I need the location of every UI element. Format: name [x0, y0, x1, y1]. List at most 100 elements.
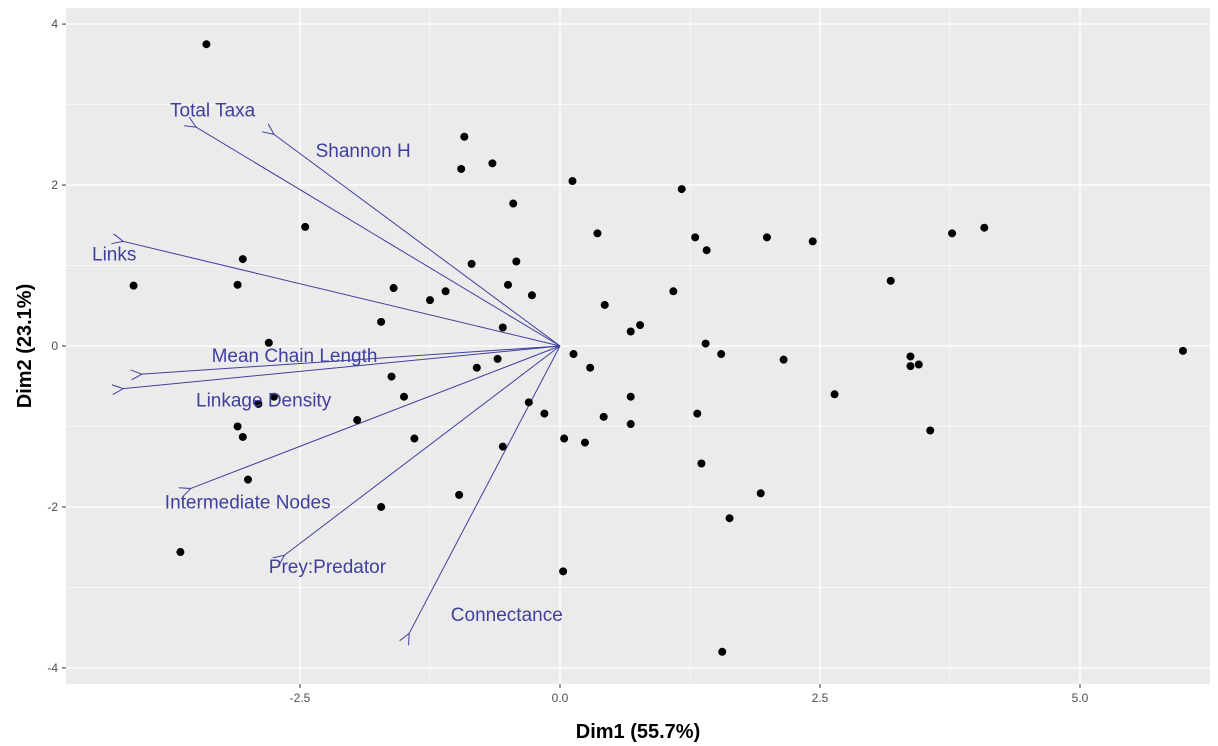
data-point [233, 280, 242, 289]
variable-label: Prey:Predator [269, 557, 387, 578]
variable-arrows [123, 127, 561, 633]
data-point [626, 420, 635, 429]
y-tick-label: 4 [51, 17, 58, 31]
data-point [540, 409, 549, 418]
data-point [504, 280, 512, 289]
data-point [756, 489, 765, 498]
data-point [559, 567, 568, 576]
data-point [264, 338, 273, 347]
y-tick-label: 0 [51, 339, 58, 353]
data-point [512, 257, 521, 266]
data-point [600, 300, 609, 309]
data-point [527, 291, 536, 300]
data-point [830, 390, 839, 399]
data-point [725, 514, 734, 523]
data-point [467, 259, 476, 268]
data-points [129, 40, 1187, 656]
y-axis-title: Dim2 (23.1%) [14, 284, 36, 409]
data-point [426, 296, 434, 305]
variable-arrow [284, 345, 561, 555]
variable-label: Mean Chain Length [212, 346, 378, 367]
data-point [455, 490, 464, 499]
data-point [560, 434, 569, 443]
variable-arrow [196, 127, 561, 347]
variable-arrow [409, 345, 561, 633]
data-point [498, 323, 507, 332]
grid-lines [66, 8, 1210, 684]
data-point [244, 475, 252, 484]
data-point [593, 229, 602, 238]
variable-label: Links [92, 245, 136, 266]
variable-arrow [123, 345, 561, 389]
data-point [669, 287, 678, 296]
variable-label: Intermediate Nodes [165, 493, 331, 514]
variable-label: Connectance [451, 605, 563, 626]
data-point [626, 392, 635, 401]
data-point [377, 317, 386, 326]
data-point [400, 392, 408, 401]
data-point [691, 233, 700, 242]
data-point [176, 548, 185, 557]
variable-arrow [123, 241, 561, 347]
data-point [387, 372, 396, 381]
data-point [410, 434, 419, 443]
variable-labels: Total Taxa Shannon H Links Mean Chain Lengt… [92, 101, 563, 627]
data-point [568, 177, 577, 186]
data-point [886, 276, 895, 285]
data-point [238, 255, 247, 264]
x-tick-label: 2.5 [812, 691, 829, 705]
data-point [914, 360, 923, 369]
y-tick-label: -4 [47, 661, 58, 675]
data-point [202, 40, 211, 49]
data-point [693, 409, 702, 418]
x-tick-label: -2.5 [290, 691, 311, 705]
data-point [129, 281, 138, 290]
data-point [509, 199, 518, 208]
data-point [808, 237, 817, 246]
variable-label: Linkage Density [196, 390, 332, 411]
data-point [980, 223, 989, 232]
data-point [441, 287, 450, 296]
data-point [377, 502, 386, 511]
x-tick-label: 5.0 [1072, 691, 1089, 705]
data-point [701, 339, 710, 348]
data-point [460, 132, 469, 141]
x-axis-title: Dim1 (55.7%) [576, 721, 701, 743]
variable-arrow [142, 345, 561, 374]
data-point [677, 185, 686, 194]
data-point [762, 233, 771, 242]
data-point [599, 412, 608, 421]
data-point [493, 354, 502, 363]
data-point [779, 355, 788, 364]
data-point [353, 416, 362, 425]
data-point [718, 647, 727, 656]
data-point [697, 459, 706, 468]
data-point [524, 398, 533, 407]
x-tick-label: 0.0 [552, 691, 569, 705]
y-tick-label: 2 [51, 178, 58, 192]
data-point [586, 363, 595, 372]
data-point [906, 352, 915, 361]
data-point [580, 438, 589, 447]
variable-arrow [274, 134, 561, 347]
data-point [498, 442, 507, 451]
data-point [926, 426, 935, 435]
data-point [472, 363, 481, 372]
data-point [488, 159, 497, 168]
data-point [233, 422, 242, 431]
y-tick-label: -2 [47, 500, 58, 514]
data-point [301, 222, 310, 231]
data-point [457, 164, 466, 173]
data-point [717, 350, 726, 359]
variable-label: Total Taxa [170, 101, 256, 122]
data-point [270, 392, 278, 401]
data-point [254, 399, 263, 408]
variable-label: Shannon H [316, 141, 411, 162]
data-point [948, 229, 957, 238]
data-point [238, 432, 247, 441]
data-point [1178, 346, 1187, 355]
axis-ticks: -2.5 0.0 2.5 5.0 -4 -2 0 2 4 [47, 17, 1088, 705]
data-point [636, 321, 645, 330]
data-point [569, 350, 578, 359]
